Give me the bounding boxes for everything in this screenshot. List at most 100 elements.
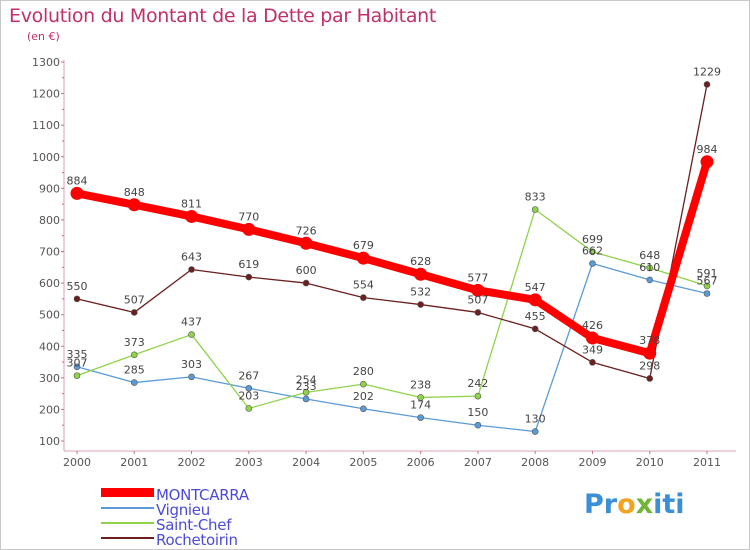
data-point	[302, 279, 310, 287]
data-label: 203	[238, 389, 259, 402]
y-tick-label: 200	[39, 403, 60, 416]
data-label: 600	[296, 264, 317, 277]
data-point	[589, 359, 596, 366]
data-point	[417, 394, 424, 401]
data-label: 532	[410, 286, 431, 299]
data-point	[417, 414, 424, 421]
data-point	[302, 389, 310, 396]
series-line-saint-chef	[76, 208, 708, 410]
data-label: 238	[410, 378, 431, 391]
data-point	[245, 384, 253, 392]
logo-letter: t	[662, 489, 676, 520]
y-tick-label: 600	[39, 277, 60, 290]
data-label: 1229	[693, 65, 721, 78]
data-point	[70, 186, 84, 200]
x-tick-label: 2007	[464, 456, 492, 469]
data-point	[188, 266, 195, 273]
y-tick-label: 100	[39, 435, 60, 448]
data-point	[245, 273, 253, 281]
data-label: 202	[353, 390, 374, 403]
data-label: 811	[181, 197, 202, 210]
x-tick-label: 2002	[178, 456, 206, 469]
y-tick-label: 1000	[32, 151, 60, 164]
data-point	[531, 325, 539, 333]
data-label: 307	[67, 357, 88, 370]
data-label: 150	[467, 406, 488, 419]
data-point	[299, 236, 313, 250]
data-label: 267	[238, 369, 259, 382]
data-point	[245, 405, 253, 412]
data-point	[474, 421, 482, 429]
data-label: 619	[238, 258, 259, 271]
data-point	[130, 309, 138, 316]
data-point	[703, 282, 711, 290]
legend-swatch-saint-chef	[101, 522, 154, 524]
legend-label-montcarra: MONTCARRA	[156, 486, 249, 504]
data-point	[188, 373, 195, 381]
chart-subtitle: (en €)	[27, 30, 60, 43]
data-point	[360, 294, 367, 301]
x-tick-label: 2011	[693, 456, 721, 469]
data-point	[130, 379, 138, 386]
data-point	[589, 248, 596, 256]
x-tick-label: 2006	[407, 456, 435, 469]
logo-letter: o	[617, 489, 636, 520]
data-label: 303	[181, 358, 202, 371]
y-tick-label: 800	[39, 214, 60, 227]
data-label: 378	[639, 334, 660, 347]
data-label: 130	[525, 413, 546, 426]
logo-letter: i	[675, 489, 685, 520]
data-point	[417, 301, 424, 308]
data-point	[643, 346, 657, 360]
data-label: 643	[181, 251, 202, 264]
data-point	[73, 372, 81, 379]
data-point	[703, 290, 711, 297]
y-tick-label: 400	[39, 340, 60, 353]
data-label: 577	[467, 271, 488, 284]
y-tick-label: 1100	[32, 119, 60, 132]
data-label: 349	[582, 343, 603, 356]
data-label: 547	[525, 281, 546, 294]
data-point	[360, 380, 367, 388]
data-label: 335	[67, 348, 88, 361]
data-label: 455	[525, 310, 546, 323]
data-label: 254	[296, 373, 317, 386]
data-label: 610	[639, 261, 660, 274]
data-point	[471, 283, 485, 297]
proxiti-logo: Proxiti	[584, 489, 685, 520]
data-point	[188, 331, 195, 338]
legend-swatch-vignieu	[101, 507, 154, 509]
data-point	[73, 363, 81, 371]
x-tick-label: 2000	[63, 456, 91, 469]
data-point	[646, 276, 654, 284]
y-tick-label: 700	[39, 246, 60, 259]
data-label: 507	[467, 293, 488, 306]
x-tick-label: 2003	[235, 456, 263, 469]
data-point	[242, 222, 256, 236]
y-tick-label: 500	[39, 309, 60, 322]
data-label: 662	[582, 245, 603, 258]
data-label: 628	[410, 255, 431, 268]
data-label: 699	[582, 233, 603, 246]
data-label: 426	[582, 319, 603, 332]
x-tick-label: 2005	[349, 456, 377, 469]
data-label: 679	[353, 239, 374, 252]
data-label: 884	[67, 174, 88, 187]
data-label: 280	[353, 365, 374, 378]
series-line-montcarra	[73, 157, 711, 358]
series-line-rochetoirin	[76, 83, 708, 380]
data-label: 567	[697, 275, 718, 288]
data-point	[474, 309, 482, 316]
data-label: 507	[124, 293, 145, 306]
data-label: 298	[639, 359, 660, 372]
data-label: 550	[67, 280, 88, 293]
data-point	[589, 260, 596, 267]
data-point	[528, 293, 542, 307]
series-line-vignieu	[76, 262, 708, 433]
x-tick-label: 2009	[578, 456, 606, 469]
data-label: 648	[639, 249, 660, 262]
data-label: 233	[296, 380, 317, 393]
data-label: 984	[697, 143, 718, 156]
